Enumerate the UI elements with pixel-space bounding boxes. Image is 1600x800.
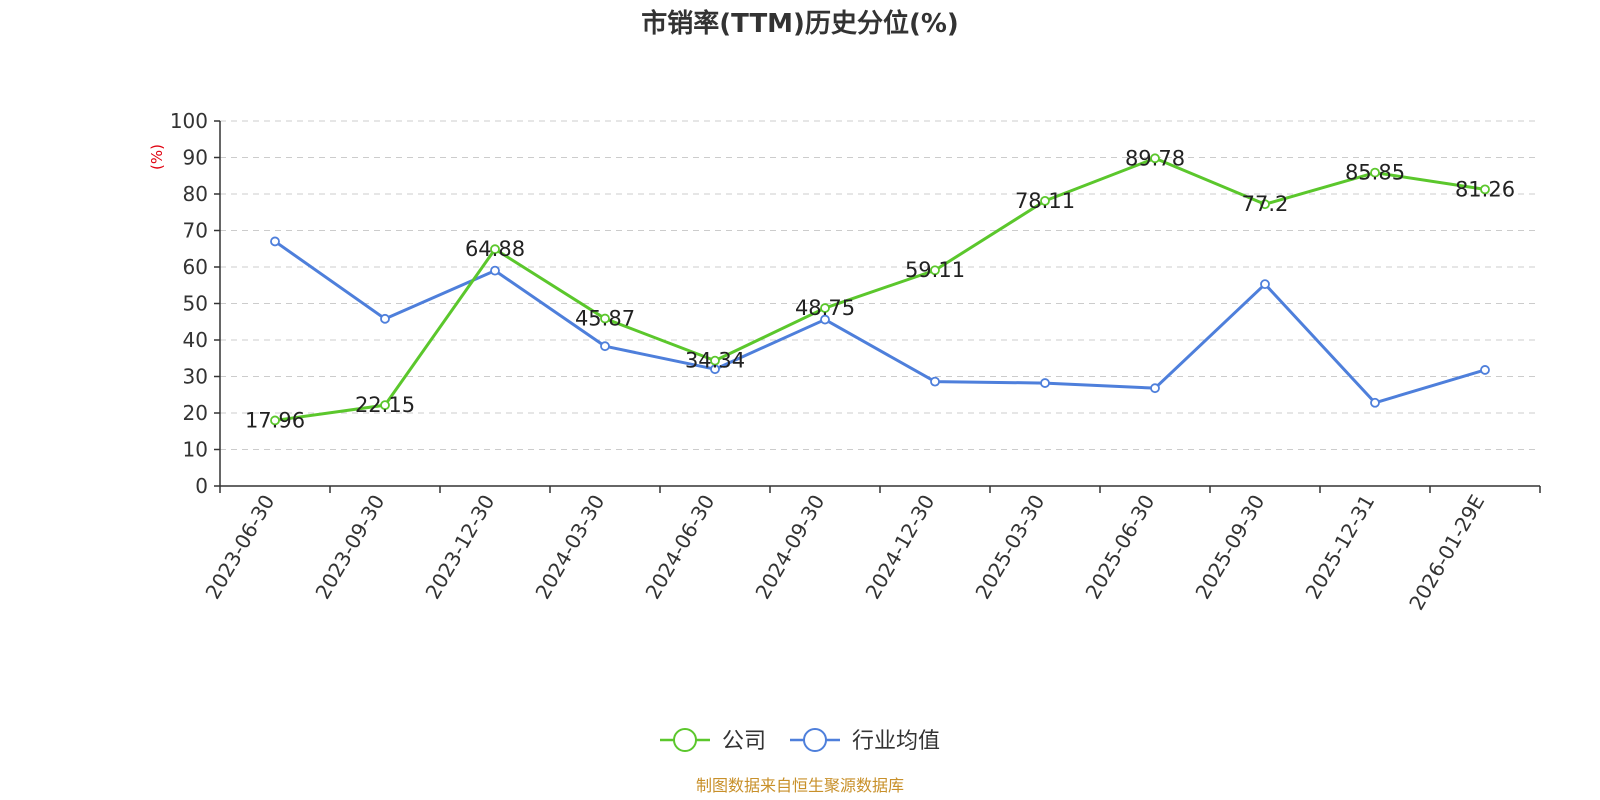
legend-marker-icon bbox=[673, 728, 697, 752]
legend-marker-icon bbox=[803, 728, 827, 752]
data-point[interactable] bbox=[380, 313, 390, 324]
x-tick-label: 2025-06-30 bbox=[1080, 491, 1159, 604]
x-tick-label: 2023-09-30 bbox=[310, 491, 389, 604]
x-tick-label: 2024-12-30 bbox=[860, 491, 939, 604]
data-label: 77.2 bbox=[1242, 192, 1289, 216]
x-tick-label: 2026-01-29E bbox=[1404, 491, 1489, 615]
x-tick-label: 2024-03-30 bbox=[530, 491, 609, 604]
x-tick-label: 2024-09-30 bbox=[750, 491, 829, 604]
data-point[interactable] bbox=[1480, 365, 1490, 375]
data-point[interactable] bbox=[270, 236, 280, 247]
series-layer bbox=[270, 153, 1490, 426]
data-point[interactable] bbox=[710, 355, 720, 366]
data-point[interactable] bbox=[820, 303, 830, 313]
data-label: 17.96 bbox=[245, 408, 305, 432]
data-point[interactable] bbox=[600, 341, 610, 352]
data-point[interactable] bbox=[1150, 383, 1160, 394]
data-label: 89.78 bbox=[1125, 146, 1185, 170]
y-tick-label: 60 bbox=[183, 255, 208, 279]
series-line bbox=[274, 156, 1486, 422]
series-industry-average bbox=[270, 236, 1490, 408]
data-label: 34.34 bbox=[685, 349, 745, 373]
y-tick-label: 90 bbox=[183, 146, 208, 170]
y-tick-label: 80 bbox=[183, 182, 208, 206]
data-point[interactable] bbox=[1370, 397, 1380, 408]
y-tick-label: 50 bbox=[183, 292, 208, 316]
x-tick-label: 2023-06-30 bbox=[200, 491, 279, 604]
series-company bbox=[270, 153, 1490, 426]
data-point[interactable] bbox=[930, 376, 940, 387]
y-tick-label: 70 bbox=[183, 219, 208, 243]
y-tick-label: 20 bbox=[183, 401, 208, 425]
x-tick-label: 2025-03-30 bbox=[970, 491, 1049, 604]
legend[interactable]: 公司 行业均值 bbox=[660, 728, 940, 754]
y-axis-label: (%) bbox=[148, 144, 166, 170]
data-label: 85.85 bbox=[1345, 161, 1405, 185]
data-label: 45.87 bbox=[575, 307, 635, 331]
data-point[interactable] bbox=[1040, 195, 1050, 206]
grid-layer bbox=[220, 120, 1540, 450]
data-point[interactable] bbox=[1370, 167, 1380, 178]
data-point[interactable] bbox=[380, 400, 390, 411]
data-point[interactable] bbox=[1040, 378, 1050, 388]
data-point[interactable] bbox=[820, 314, 830, 325]
data-label: 59.11 bbox=[905, 258, 965, 282]
data-point[interactable] bbox=[270, 415, 280, 426]
data-point[interactable] bbox=[600, 313, 610, 324]
y-tick-label: 0 bbox=[195, 474, 208, 498]
data-point[interactable] bbox=[930, 265, 940, 276]
data-point[interactable] bbox=[1150, 153, 1160, 164]
data-label: 78.11 bbox=[1015, 189, 1075, 213]
data-point[interactable] bbox=[490, 244, 500, 255]
x-tick-label: 2024-06-30 bbox=[640, 491, 719, 604]
y-tick-label: 30 bbox=[183, 365, 208, 389]
data-point[interactable] bbox=[1260, 199, 1270, 210]
data-point[interactable] bbox=[1480, 184, 1490, 195]
data-label: 48.75 bbox=[795, 296, 855, 320]
data-label: 22.15 bbox=[355, 393, 415, 417]
y-tick-label: 100 bbox=[170, 109, 208, 133]
legend-label: 行业均值 bbox=[852, 729, 940, 754]
chart-title: 市销率(TTM)历史分位(%) bbox=[641, 8, 959, 39]
data-label: 81.26 bbox=[1455, 177, 1515, 201]
legend-label: 公司 bbox=[722, 729, 766, 754]
legend-item-company[interactable]: 公司 bbox=[660, 728, 766, 754]
y-tick-label: 40 bbox=[183, 328, 208, 352]
x-tick-label: 2023-12-30 bbox=[420, 491, 499, 604]
legend-item-industry-average[interactable]: 行业均值 bbox=[790, 728, 940, 754]
x-tick-label: 2025-12-31 bbox=[1300, 491, 1379, 604]
x-tick-label: 2025-09-30 bbox=[1190, 491, 1269, 604]
data-label: 64.88 bbox=[465, 237, 525, 261]
data-source-note: 制图数据来自恒生聚源数据库 bbox=[696, 776, 904, 795]
data-point[interactable] bbox=[490, 265, 500, 276]
data-point[interactable] bbox=[1260, 279, 1270, 290]
series-line bbox=[274, 240, 1486, 405]
data-label-layer: 17.96 22.15 64.88 45.87 34.34 48.75 59.11 78.11… bbox=[245, 146, 1515, 432]
y-tick-label: 10 bbox=[183, 438, 208, 462]
